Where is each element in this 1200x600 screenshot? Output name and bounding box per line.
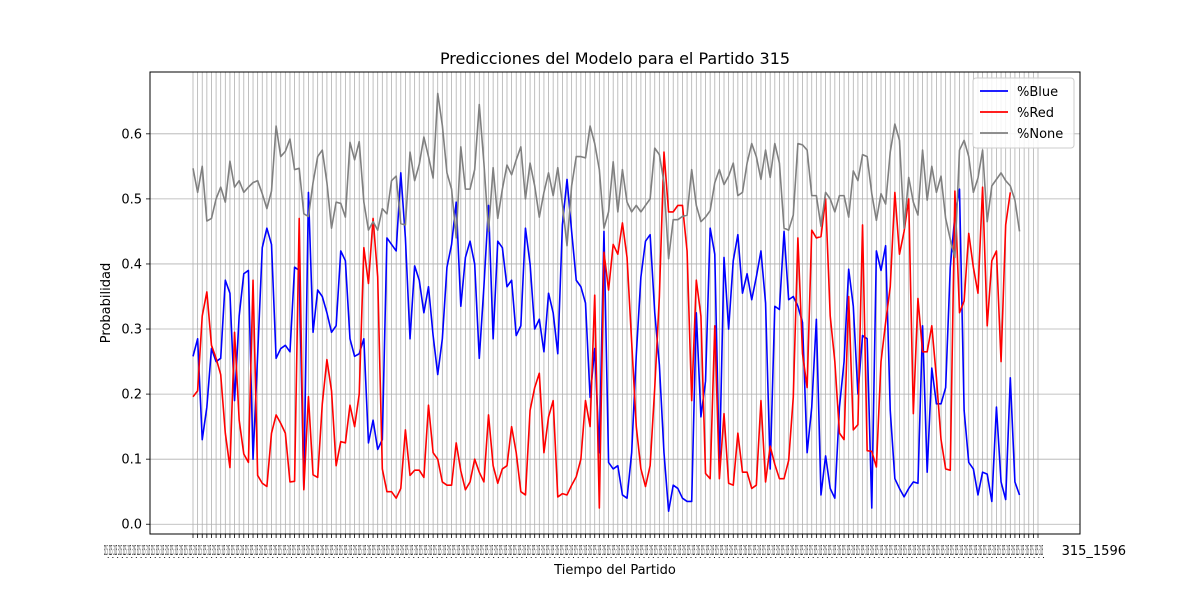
- x-tick-label-last: 315_1596: [1062, 544, 1126, 559]
- y-axis: 0.0 0.1 0.2 0.3 0.4 0.5 0.6: [121, 127, 150, 533]
- legend-label: %Red: [1017, 106, 1054, 121]
- y-tick-label: 0.2: [121, 388, 142, 403]
- x-axis: 315_315_315_315_315_315_315_315_315_315_…: [104, 534, 1126, 559]
- series-line-blue: [192, 172, 1021, 513]
- series-line-none: [192, 92, 1021, 260]
- legend-box: [972, 77, 1075, 149]
- y-gridlines: [150, 133, 1080, 525]
- x-axis-label: Tiempo del Partido: [553, 563, 676, 578]
- legend-label: %Blue: [1017, 85, 1058, 100]
- y-tick-label: 0.4: [121, 257, 142, 272]
- plot-frame: [149, 71, 1081, 535]
- series-layer: [192, 92, 1021, 513]
- y-tick-label: 0.5: [121, 192, 142, 207]
- y-axis-label: Probabilidad: [99, 263, 114, 343]
- y-tick-label: 0.0: [121, 518, 142, 533]
- chart-title: Predicciones del Modelo para el Partido …: [440, 49, 790, 68]
- y-tick-label: 0.3: [121, 323, 142, 338]
- legend: %Blue %Red %None: [972, 77, 1075, 149]
- legend-label: %None: [1017, 127, 1063, 142]
- y-tick-label: 0.6: [121, 127, 142, 142]
- y-tick-label: 0.1: [121, 453, 142, 468]
- series-line-red: [192, 151, 1012, 509]
- x-tick-labels-overlap: 315_315_315_315_315_315_315_315_315_315_…: [104, 544, 1044, 559]
